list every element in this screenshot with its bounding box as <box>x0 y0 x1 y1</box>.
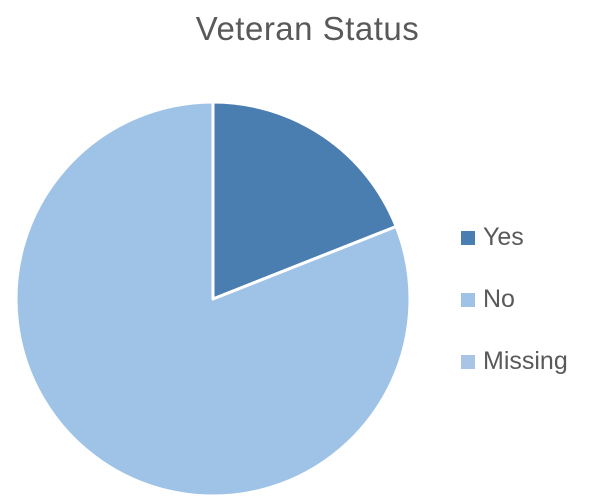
chart-legend: Yes No Missing <box>461 222 568 408</box>
legend-label-yes: Yes <box>483 223 524 251</box>
legend-item-no: No <box>461 284 568 315</box>
legend-label-no: No <box>483 285 515 313</box>
legend-swatch-missing <box>461 354 475 369</box>
legend-swatch-no <box>461 292 475 307</box>
pie-slice-yes <box>211 100 398 301</box>
chart-title: Veteran Status <box>195 10 420 47</box>
legend-label-missing: Missing <box>483 347 568 375</box>
legend-swatch-yes <box>461 230 475 245</box>
pie-slices <box>14 100 412 498</box>
pie-slice-no <box>14 100 412 498</box>
legend-item-yes: Yes <box>461 222 568 253</box>
legend-item-missing: Missing <box>461 346 568 377</box>
